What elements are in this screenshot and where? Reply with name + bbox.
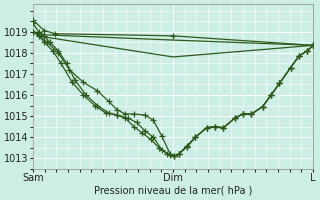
X-axis label: Pression niveau de la mer( hPa ): Pression niveau de la mer( hPa ) <box>94 186 252 196</box>
